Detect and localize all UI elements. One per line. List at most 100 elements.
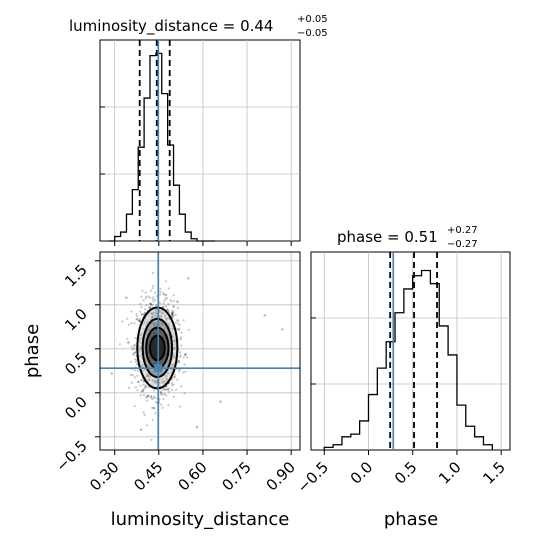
scatter-point bbox=[153, 291, 157, 294]
scatter-point bbox=[167, 287, 170, 290]
tick-label: 0.5 bbox=[61, 349, 91, 379]
scatter-point bbox=[141, 390, 144, 393]
luminosity-distance-histogram-ticks bbox=[100, 39, 292, 246]
scatter-point bbox=[161, 406, 164, 409]
scatter-point bbox=[149, 303, 152, 306]
scatter-point bbox=[179, 336, 182, 339]
scatter-point bbox=[145, 385, 148, 389]
scatter-point bbox=[152, 296, 155, 299]
scatter-point bbox=[146, 395, 149, 398]
scatter-point bbox=[147, 295, 150, 298]
scatter-point bbox=[133, 351, 137, 354]
scatter-point bbox=[153, 396, 157, 400]
scatter-point bbox=[166, 308, 169, 311]
scatter-point bbox=[162, 398, 165, 401]
scatter-point bbox=[142, 411, 145, 414]
scatter-point bbox=[135, 313, 138, 316]
scatter-point bbox=[138, 320, 141, 323]
scatter-point bbox=[159, 293, 162, 296]
scatter-point bbox=[173, 376, 176, 379]
phase-histogram-panel: −0.5 0.0 0.5 1.0 1.5 phase = 0.51 +0.27 −0.2… bbox=[294, 225, 511, 530]
scatter-point bbox=[161, 305, 165, 308]
scatter-point bbox=[179, 354, 182, 357]
tick-label: −0.5 bbox=[294, 458, 332, 496]
scatter-point bbox=[139, 310, 142, 313]
scatter-point bbox=[141, 289, 144, 292]
tick-label: 1.5 bbox=[61, 261, 91, 291]
scatter-point bbox=[153, 406, 156, 410]
scatter-point bbox=[177, 322, 180, 325]
scatter-point bbox=[163, 393, 166, 396]
scatter-point bbox=[162, 292, 165, 295]
scatter-point bbox=[151, 303, 154, 306]
joint-density-contours bbox=[136, 306, 179, 390]
scatter-point bbox=[110, 372, 113, 375]
scatter-point bbox=[150, 397, 153, 400]
scatter-point bbox=[154, 412, 157, 415]
scatter-point bbox=[173, 373, 176, 376]
tick-label: 1.0 bbox=[435, 458, 465, 488]
scatter-point bbox=[171, 389, 174, 392]
scatter-point bbox=[147, 395, 150, 398]
phase-histogram-grid bbox=[311, 252, 510, 450]
scatter-point bbox=[144, 384, 147, 387]
scatter-point bbox=[182, 371, 185, 374]
tick-label: 0.45 bbox=[130, 458, 166, 494]
scatter-point bbox=[178, 355, 181, 358]
scatter-point bbox=[165, 296, 168, 299]
joint-grid bbox=[100, 252, 300, 450]
joint-y-axis-label: phase bbox=[22, 324, 43, 378]
scatter-point bbox=[167, 303, 170, 306]
scatter-point bbox=[129, 360, 133, 363]
scatter-point bbox=[137, 381, 140, 384]
scatter-point bbox=[183, 392, 186, 395]
scatter-point bbox=[142, 313, 145, 316]
scatter-point bbox=[136, 369, 140, 372]
joint-scatter-points bbox=[110, 271, 284, 441]
scatter-point bbox=[136, 374, 139, 377]
luminosity-distance-histogram-panel: luminosity_distance = 0.44 +0.05 −0.05 bbox=[69, 14, 328, 246]
scatter-point bbox=[168, 390, 171, 393]
scatter-point bbox=[184, 370, 187, 373]
luminosity-distance-title: luminosity_distance = 0.44 bbox=[69, 17, 273, 36]
truth-marker bbox=[154, 364, 163, 373]
scatter-point bbox=[173, 376, 176, 379]
scatter-point bbox=[151, 397, 154, 400]
scatter-point bbox=[169, 298, 172, 301]
scatter-point bbox=[133, 376, 137, 379]
tick-label: 0.0 bbox=[61, 393, 91, 423]
scatter-point bbox=[125, 296, 128, 299]
scatter-point bbox=[159, 391, 163, 394]
scatter-point bbox=[146, 395, 149, 398]
phase-title-plus: +0.27 bbox=[447, 225, 478, 236]
scatter-point bbox=[159, 290, 162, 293]
scatter-point bbox=[176, 300, 179, 303]
scatter-point bbox=[131, 348, 134, 351]
tick-label: 0.75 bbox=[219, 458, 255, 494]
scatter-point bbox=[180, 331, 183, 334]
scatter-point bbox=[177, 368, 180, 371]
scatter-point bbox=[141, 389, 144, 392]
scatter-point bbox=[118, 343, 121, 346]
scatter-point bbox=[171, 382, 174, 385]
scatter-point bbox=[148, 306, 151, 310]
scatter-point bbox=[150, 438, 153, 441]
scatter-point bbox=[128, 386, 131, 389]
tick-label: 0.5 bbox=[391, 458, 421, 488]
scatter-point bbox=[130, 381, 133, 384]
phase-x-axis-label: phase bbox=[384, 509, 438, 530]
scatter-point bbox=[166, 308, 169, 311]
phase-histogram bbox=[323, 269, 493, 450]
scatter-point bbox=[187, 328, 190, 331]
scatter-point bbox=[139, 379, 143, 382]
scatter-point bbox=[155, 304, 158, 307]
scatter-point bbox=[171, 311, 175, 314]
scatter-point bbox=[175, 388, 178, 391]
scatter-point bbox=[134, 358, 137, 361]
scatter-point bbox=[182, 356, 185, 359]
scatter-point bbox=[133, 344, 136, 347]
scatter-point bbox=[140, 313, 143, 316]
scatter-point bbox=[164, 305, 167, 308]
scatter-point bbox=[177, 370, 180, 373]
scatter-point bbox=[177, 360, 181, 363]
